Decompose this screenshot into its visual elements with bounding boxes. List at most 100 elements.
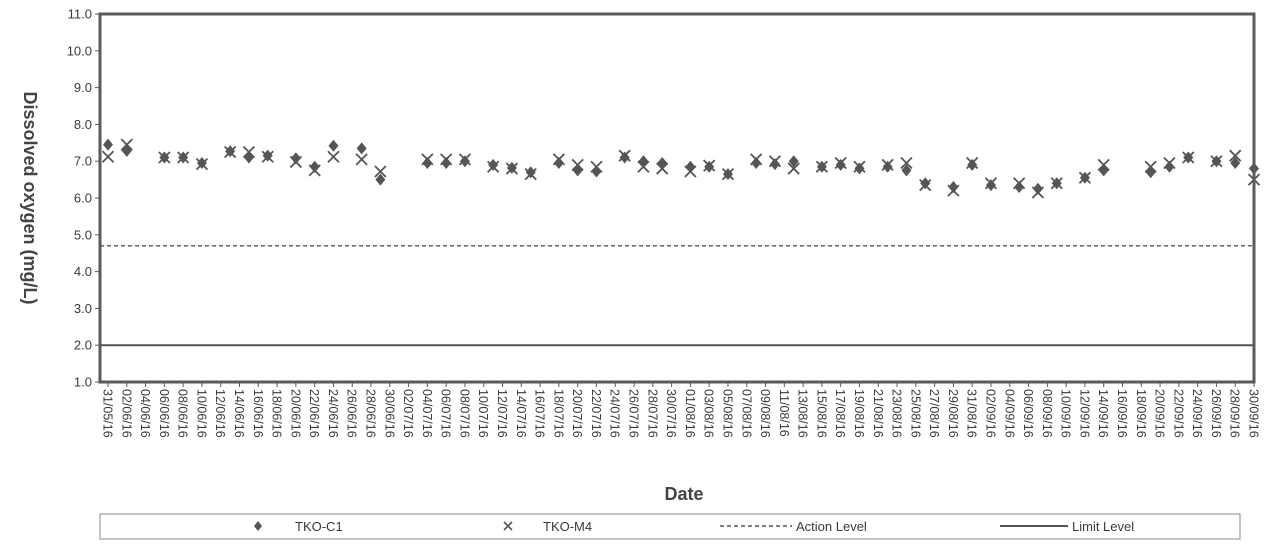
- x-tick-label: 27/08/16: [927, 389, 941, 438]
- data-point-tko-m4: [195, 158, 209, 171]
- data-point-tko-m4: [458, 153, 472, 166]
- data-point-tko-c1: [751, 157, 762, 170]
- data-point-tko-m4: [618, 149, 631, 162]
- data-point-tko-c1: [290, 152, 301, 165]
- x-tick-label: 26/07/16: [627, 389, 641, 438]
- x-tick-label: 30/07/16: [664, 389, 678, 438]
- data-point-tko-m4: [552, 153, 566, 166]
- data-point-tko-m4: [703, 159, 716, 172]
- data-point-tko-c1: [882, 160, 893, 173]
- legend: TKO-C1 TKO-M4 Action Level Limit Level: [99, 513, 1241, 540]
- x-axis-ticks: 31/05/16 02/06/16 04/06/16 06/06/16 08/06/16…: [101, 382, 1261, 438]
- data-point-tko-m4: [947, 184, 960, 197]
- y-tick-label: 2.0: [74, 338, 92, 353]
- x-tick-label: 25/08/16: [908, 389, 922, 438]
- data-point-tko-m4: [120, 138, 133, 151]
- y-axis-title: Dissolved oxygen (mg/L): [20, 91, 40, 304]
- x-tick-label: 28/09/16: [1228, 389, 1242, 438]
- data-point-tko-c1: [967, 158, 978, 171]
- x-tick-label: 10/09/16: [1059, 389, 1073, 438]
- data-point-tko-m4: [1144, 160, 1157, 173]
- data-point-tko-m4: [177, 151, 190, 164]
- data-point-tko-m4: [505, 162, 519, 175]
- x-tick-label: 08/06/16: [176, 389, 190, 438]
- data-point-tko-c1: [525, 166, 536, 179]
- y-tick-label: 7.0: [74, 154, 92, 169]
- data-point-tko-c1: [920, 177, 931, 190]
- legend-label-limit-level: Limit Level: [1072, 519, 1134, 534]
- x-tick-label: 08/09/16: [1040, 389, 1054, 438]
- data-point-tko-m4: [242, 145, 256, 159]
- x-tick-label: 18/07/16: [551, 389, 565, 438]
- data-point-tko-m4: [881, 158, 894, 172]
- data-point-tko-m4: [261, 150, 274, 163]
- x-tick-label: 22/09/16: [1171, 389, 1185, 438]
- data-point-tko-c1: [553, 157, 564, 170]
- x-tick-label: 18/06/16: [270, 389, 284, 438]
- data-point-tko-c1: [309, 160, 320, 173]
- data-point-tko-m4: [656, 162, 669, 175]
- y-tick-label: 5.0: [74, 227, 92, 242]
- legend-label-tko-c1: TKO-C1: [295, 519, 343, 534]
- data-point-tko-c1: [657, 157, 668, 170]
- data-point-tko-m4: [684, 165, 697, 178]
- data-point-tko-m4: [1182, 151, 1195, 164]
- data-point-tko-m4: [919, 178, 932, 192]
- data-point-tko-c1: [788, 155, 799, 168]
- data-point-tko-c1: [1230, 157, 1241, 170]
- x-tick-label: 08/07/16: [457, 389, 471, 438]
- data-point-tko-c1: [1164, 160, 1175, 173]
- data-point-tko-c1: [572, 164, 583, 177]
- data-point-tko-m4: [355, 153, 368, 166]
- x-tick-label: 20/06/16: [288, 389, 302, 438]
- x-tick-label: 01/08/16: [683, 389, 697, 438]
- data-point-tko-m4: [1050, 177, 1063, 190]
- data-point-tko-m4: [966, 156, 979, 170]
- data-point-tko-m4: [787, 162, 800, 175]
- x-tick-label: 11/08/16: [777, 389, 791, 437]
- legend-marker-tko-c1: [254, 521, 262, 531]
- x-tick-label: 18/09/16: [1134, 389, 1148, 438]
- data-point-tko-c1: [901, 164, 912, 177]
- data-point-tko-m4: [900, 156, 913, 170]
- x-tick-label: 14/07/16: [514, 389, 528, 438]
- data-point-tko-m4: [1210, 155, 1223, 168]
- data-point-tko-c1: [375, 173, 386, 186]
- x-tick-label: 24/06/16: [326, 389, 340, 438]
- x-tick-label: 31/05/16: [101, 389, 115, 438]
- data-point-tko-m4: [524, 167, 537, 181]
- x-tick-label: 02/06/16: [119, 389, 133, 438]
- data-point-tko-c1: [121, 144, 132, 157]
- data-point-tko-m4: [984, 177, 998, 190]
- x-tick-label: 06/09/16: [1021, 389, 1035, 438]
- data-point-tko-c1: [243, 151, 254, 164]
- x-tick-label: 10/07/16: [476, 389, 490, 438]
- x-tick-label: 13/08/16: [796, 389, 810, 438]
- x-tick-label: 06/07/16: [439, 389, 453, 438]
- x-axis-title: Date: [664, 484, 703, 504]
- data-point-tko-m4: [637, 160, 650, 173]
- y-tick-label: 1.0: [74, 375, 92, 390]
- data-point-tko-m4: [1229, 149, 1242, 162]
- x-tick-label: 09/08/16: [758, 389, 772, 438]
- data-point-tko-m4: [815, 160, 829, 173]
- data-point-tko-m4: [721, 167, 735, 181]
- data-point-tko-c1: [948, 180, 959, 193]
- data-point-tko-c1: [328, 139, 339, 152]
- x-tick-label: 22/06/16: [307, 389, 321, 438]
- data-point-tko-m4: [101, 150, 115, 163]
- data-point-tko-m4: [853, 160, 866, 173]
- x-tick-label: 22/07/16: [589, 389, 603, 438]
- data-point-tko-c1: [356, 142, 367, 155]
- x-tick-label: 04/07/16: [420, 389, 434, 438]
- x-tick-label: 06/06/16: [157, 389, 171, 438]
- x-tick-label: 19/08/16: [852, 389, 866, 438]
- legend-marker-tko-m4: [503, 521, 513, 531]
- data-point-tko-c1: [1145, 166, 1156, 179]
- y-tick-label: 8.0: [74, 117, 92, 132]
- x-tick-label: 16/07/16: [533, 389, 547, 438]
- data-point-tko-m4: [750, 153, 763, 166]
- legend-box: [99, 513, 1241, 540]
- x-tick-label: 30/09/16: [1247, 389, 1261, 438]
- data-point-tko-c1: [441, 157, 452, 170]
